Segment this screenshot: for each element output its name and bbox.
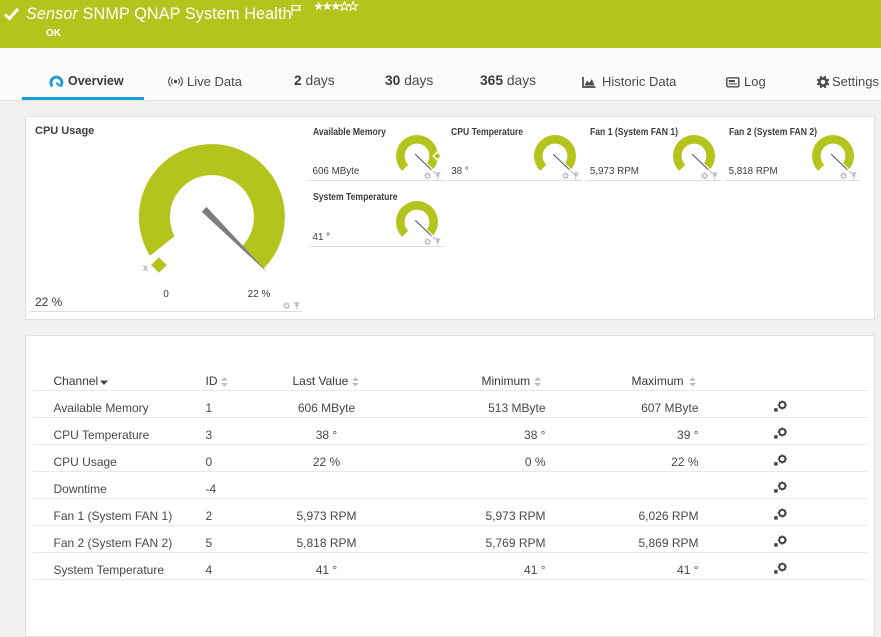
svg-text:x: x [143,263,148,274]
